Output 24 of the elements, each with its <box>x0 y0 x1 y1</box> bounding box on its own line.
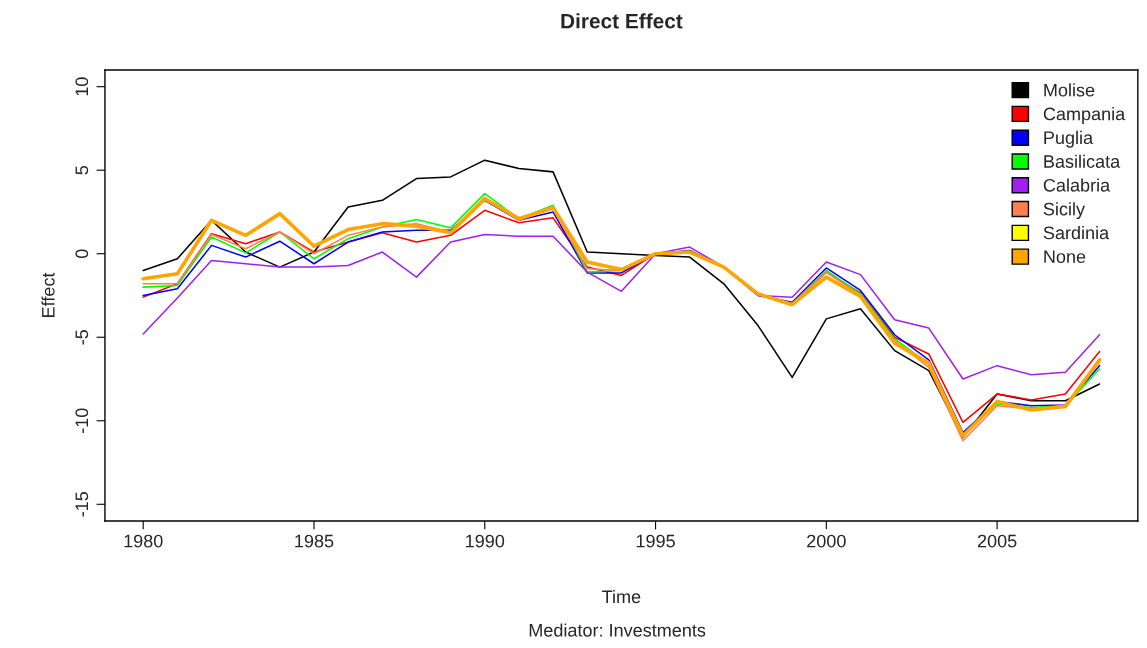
y-tick-label: 0 <box>75 249 89 259</box>
x-tick-label: 1985 <box>295 534 334 548</box>
x-tick-label: 2005 <box>977 534 1017 548</box>
x-tick-label: 1980 <box>124 534 163 548</box>
legend-label: Molise <box>1044 83 1095 97</box>
x-axis-title: Time <box>602 589 641 604</box>
legend-label: Sicily <box>1043 202 1085 220</box>
legend-label: Puglia <box>1044 130 1094 148</box>
y-tick-label: -15 <box>75 492 89 517</box>
legend-label: None <box>1044 250 1086 264</box>
y-tick-label: 5 <box>75 165 89 175</box>
legend-label: Sardinia <box>1043 225 1110 240</box>
text: Mediator: Investments <box>529 623 706 637</box>
x-tick-label: 2000 <box>807 534 846 548</box>
y-axis-title: Effect <box>41 272 55 317</box>
chart-title: Direct Effect <box>561 13 683 29</box>
y-tick-label: -10 <box>75 408 89 434</box>
y-tick-label: -5 <box>75 329 89 345</box>
x-tick-label: 1990 <box>466 534 505 548</box>
legend-label: Basilicata <box>1044 154 1121 168</box>
y-tick-label: 10 <box>75 77 89 96</box>
legend-label: Calabria <box>1043 178 1111 192</box>
x-tick-label: 1995 <box>636 534 675 548</box>
legend-label: Campania <box>1043 107 1126 124</box>
